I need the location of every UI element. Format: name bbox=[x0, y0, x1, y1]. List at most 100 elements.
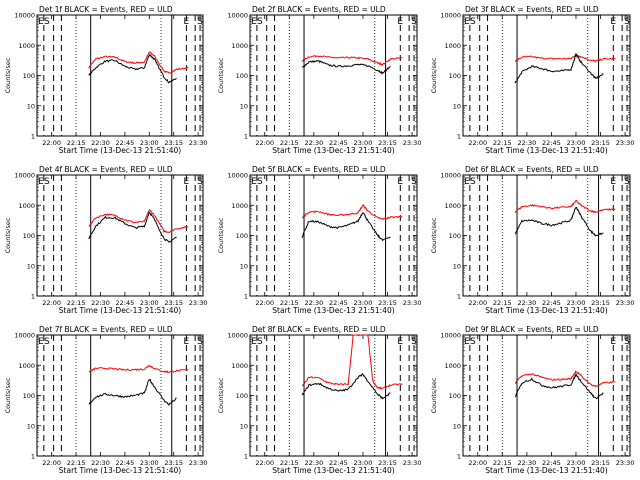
x-tick-label: 22:45 bbox=[542, 139, 561, 147]
x-tick-label: 22:30 bbox=[304, 299, 323, 307]
y-tick-label: 100 bbox=[236, 392, 248, 400]
x-tick-label: 22:15 bbox=[493, 139, 512, 147]
marker-label-s: S bbox=[197, 177, 203, 187]
y-tick-label: 100 bbox=[236, 232, 248, 240]
panel-5: Det 5f BLACK = Events, RED = ULD 1 10 100 10… bbox=[217, 165, 421, 315]
marker-label-s: S bbox=[411, 177, 417, 187]
x-tick-label: 22:15 bbox=[67, 139, 86, 147]
x-tick-label: 22:45 bbox=[116, 299, 135, 307]
x-tick-label: 22:45 bbox=[542, 299, 561, 307]
y-tick-label: 10 bbox=[240, 422, 248, 430]
y-tick-label: 10000 bbox=[14, 12, 35, 20]
x-tick-label: 22:15 bbox=[280, 139, 299, 147]
x-tick-label: 22:00 bbox=[468, 139, 487, 147]
y-tick-label: 1 bbox=[31, 453, 35, 461]
y-tick-label: 1000 bbox=[18, 202, 35, 210]
marker-label-s: S bbox=[197, 17, 203, 27]
marker-label-s: S bbox=[44, 17, 50, 27]
x-tick-label: 23:30 bbox=[403, 299, 422, 307]
x-tick-label: 22:00 bbox=[42, 299, 61, 307]
x-tick-label: 23:00 bbox=[567, 139, 586, 147]
marker-label-e: E bbox=[464, 337, 470, 347]
series-uld-line bbox=[302, 203, 403, 221]
panel-8: Det 8f BLACK = Events, RED = ULD 1 10 100 10… bbox=[217, 325, 421, 475]
x-tick-label: 23:00 bbox=[140, 459, 159, 467]
y-axis-label: Counts/sec bbox=[430, 217, 438, 253]
x-tick-label: 23:15 bbox=[164, 299, 183, 307]
x-tick-label: 22:30 bbox=[517, 299, 536, 307]
marker-label-e: E bbox=[251, 337, 257, 347]
marker-label-e: E bbox=[251, 17, 257, 27]
x-tick-label: 22:45 bbox=[329, 139, 348, 147]
y-tick-label: 10 bbox=[27, 262, 35, 270]
y-tick-label: 10 bbox=[453, 102, 461, 110]
x-tick-label: 22:45 bbox=[329, 459, 348, 467]
y-tick-label: 1 bbox=[31, 133, 35, 141]
x-tick-label: 23:00 bbox=[354, 459, 373, 467]
marker-label-e: E bbox=[397, 177, 403, 187]
marker-label-e: E bbox=[251, 177, 257, 187]
series-events-line bbox=[514, 206, 604, 237]
series-events-line bbox=[88, 54, 177, 84]
panel-7: Det 7f BLACK = Events, RED = ULD 1 10 100 10… bbox=[4, 325, 207, 475]
y-tick-label: 10 bbox=[453, 262, 461, 270]
series-events-line bbox=[301, 59, 391, 75]
panel-title: Det 6f BLACK = Events, RED = ULD bbox=[465, 165, 599, 174]
marker-label-s: S bbox=[411, 17, 417, 27]
x-tick-label: 23:30 bbox=[403, 459, 422, 467]
panel-6: Det 6f BLACK = Events, RED = ULD 1 10 100 10… bbox=[430, 165, 634, 315]
panel-title: Det 7f BLACK = Events, RED = ULD bbox=[39, 325, 173, 334]
x-axis-label: Start Time (13-Dec-13 21:51:40) bbox=[485, 466, 607, 475]
series-events-line bbox=[88, 211, 177, 243]
y-tick-label: 1 bbox=[244, 453, 248, 461]
marker-label-s: S bbox=[470, 177, 476, 187]
y-tick-label: 1000 bbox=[18, 42, 35, 50]
y-axis-label: Counts/sec bbox=[4, 377, 12, 413]
y-tick-label: 10000 bbox=[440, 172, 461, 180]
y-tick-label: 10000 bbox=[227, 172, 248, 180]
x-axis-label: Start Time (13-Dec-13 21:51:40) bbox=[59, 466, 181, 475]
series-uld-line bbox=[514, 370, 616, 388]
y-axis-label: Counts/sec bbox=[4, 57, 12, 93]
y-tick-label: 10000 bbox=[227, 332, 248, 340]
x-tick-label: 23:15 bbox=[164, 139, 183, 147]
x-tick-label: 23:15 bbox=[378, 139, 397, 147]
panel-2: Det 2f BLACK = Events, RED = ULD 1 10 100 10… bbox=[217, 5, 421, 155]
y-tick-label: 1000 bbox=[444, 42, 461, 50]
y-tick-label: 1000 bbox=[231, 362, 248, 370]
y-axis-label: Counts/sec bbox=[4, 217, 12, 253]
y-axis-label: Counts/sec bbox=[217, 57, 225, 93]
x-axis-label: Start Time (13-Dec-13 21:51:40) bbox=[59, 146, 181, 155]
y-tick-label: 1000 bbox=[18, 362, 35, 370]
panels-group: Det 1f BLACK = Events, RED = ULD 1 10 100 10… bbox=[4, 5, 634, 475]
y-tick-label: 10000 bbox=[14, 332, 35, 340]
y-tick-label: 100 bbox=[449, 392, 461, 400]
marker-label-s: S bbox=[257, 177, 263, 187]
y-tick-label: 10000 bbox=[440, 332, 461, 340]
series-events-line bbox=[514, 53, 604, 84]
x-tick-label: 22:45 bbox=[116, 139, 135, 147]
x-tick-label: 22:45 bbox=[329, 299, 348, 307]
x-tick-label: 23:30 bbox=[616, 139, 635, 147]
x-tick-label: 23:15 bbox=[591, 139, 610, 147]
x-tick-label: 22:00 bbox=[255, 139, 274, 147]
x-tick-label: 23:15 bbox=[164, 459, 183, 467]
y-tick-label: 100 bbox=[449, 72, 461, 80]
panel-1: Det 1f BLACK = Events, RED = ULD 1 10 100 10… bbox=[4, 5, 207, 155]
y-tick-label: 10 bbox=[240, 262, 248, 270]
marker-label-e: E bbox=[38, 17, 44, 27]
x-tick-label: 23:15 bbox=[591, 299, 610, 307]
x-tick-label: 22:30 bbox=[517, 459, 536, 467]
y-tick-label: 1 bbox=[457, 133, 461, 141]
y-tick-label: 10 bbox=[27, 422, 35, 430]
x-tick-label: 22:30 bbox=[304, 139, 323, 147]
series-events-line bbox=[301, 211, 391, 242]
y-axis-label: Counts/sec bbox=[217, 217, 225, 253]
x-axis-label: Start Time (13-Dec-13 21:51:40) bbox=[272, 466, 394, 475]
x-tick-label: 22:00 bbox=[468, 459, 487, 467]
x-tick-label: 23:15 bbox=[378, 459, 397, 467]
x-tick-label: 23:00 bbox=[354, 299, 373, 307]
marker-label-e: E bbox=[183, 177, 189, 187]
marker-label-s: S bbox=[624, 177, 630, 187]
